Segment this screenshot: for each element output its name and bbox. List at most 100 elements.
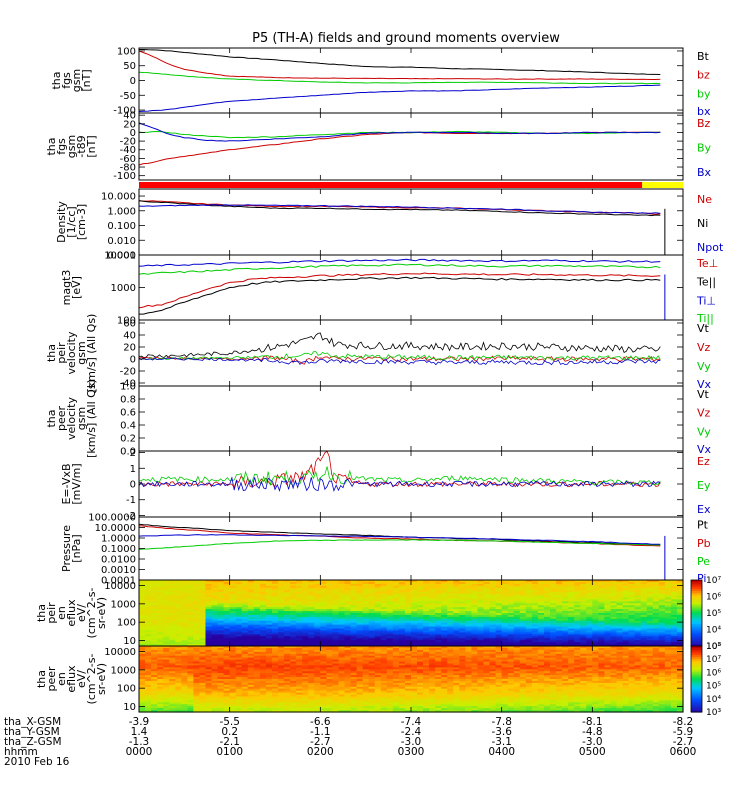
ylabel-line: gsm bbox=[65, 135, 78, 158]
footer-value: -1.3 bbox=[129, 736, 150, 748]
ytick-label: 0.0010 bbox=[101, 565, 136, 576]
panel-temperature: 10000 1000 100 magt3[eV] Te⊥ Te|| Ti⊥ Ti|| bbox=[60, 251, 718, 327]
chart-title: P5 (TH-A) fields and ground moments over… bbox=[252, 31, 560, 46]
legend-efield: Ez bbox=[697, 455, 710, 468]
ylabel-line: [nT] bbox=[80, 69, 93, 91]
legend-peer_velocity: Vz bbox=[697, 407, 711, 420]
ylabel-line: [1/cc] bbox=[65, 206, 78, 237]
ylabel-line: en bbox=[55, 606, 68, 620]
legend-density: Ne bbox=[697, 193, 712, 206]
ylabel-line: eflux bbox=[65, 599, 78, 627]
ylabel-line: (cm^2-s- bbox=[85, 654, 98, 705]
ytick-label: 1 bbox=[130, 464, 136, 475]
legend-fgs: by bbox=[697, 87, 711, 100]
ytick-label: 0.1000 bbox=[101, 544, 136, 555]
ytick-label: 100 bbox=[117, 618, 136, 629]
footer-value: 0.2 bbox=[221, 726, 238, 738]
ytick-label: 100.0000 bbox=[88, 513, 136, 524]
footer-value: 1.4 bbox=[131, 726, 148, 738]
ytick-label: -50 bbox=[120, 91, 136, 102]
ytick-label: 0.001 bbox=[107, 251, 136, 262]
series-fgs_t89-2 bbox=[138, 122, 661, 142]
series-pressure-3 bbox=[138, 534, 661, 545]
legend-peer_velocity: Vy bbox=[697, 425, 711, 438]
colorbar-tick-label: 10⁷ bbox=[706, 655, 721, 665]
legend-peir_velocity: Vy bbox=[697, 360, 711, 373]
ytick-label: 10.000 bbox=[101, 192, 136, 203]
ytick-label: 0.100 bbox=[107, 221, 136, 232]
colorbar-tick-label: 10⁴ bbox=[706, 695, 721, 705]
colorbar-tick-label: 10⁴ bbox=[706, 626, 721, 636]
ylabel-line: [mV/m] bbox=[70, 463, 83, 504]
ylabel-line: peir bbox=[55, 342, 68, 364]
footer-row-label: tha_Z-GSM bbox=[4, 736, 62, 748]
ylabel-line: Pressure bbox=[60, 525, 73, 572]
ylabel-density: Density[1/cc][cm-3] bbox=[55, 201, 88, 243]
footer-row-label: tha_X-GSM bbox=[4, 716, 61, 728]
ylabel-line: sr-eV) bbox=[95, 597, 108, 629]
legend-peir_velocity: Vz bbox=[697, 341, 711, 354]
footer-value: -3.0 bbox=[401, 736, 422, 748]
ylabel-line: E=-VxB bbox=[60, 463, 73, 504]
ylabel-line: velocity bbox=[65, 397, 78, 440]
colorbar-tick-label: 10³ bbox=[706, 642, 721, 652]
series-peir_velocity-3 bbox=[138, 357, 661, 366]
colorbar-peer_spec: 10⁸ 10⁷ 10⁶ 10⁵ 10⁴ 10³ bbox=[690, 642, 721, 718]
footer-value: -2.4 bbox=[401, 726, 422, 738]
ylabel-line: sr-eV) bbox=[95, 663, 108, 695]
heatmap-peir_spec bbox=[139, 580, 684, 647]
ylabel-line: [nT] bbox=[85, 135, 98, 157]
footer-date: 2010 Feb 16 bbox=[4, 756, 70, 768]
ylabel-line: tha bbox=[45, 344, 58, 362]
ytick-label: 10000 bbox=[104, 647, 136, 658]
panel-peer_velocity: 1.0 0.8 0.6 0.4 0.2 0.0 thapeervelocitygsm[km/… bbox=[45, 379, 712, 458]
legend-peir_velocity: Vx bbox=[697, 378, 712, 391]
frame-pressure bbox=[138, 516, 684, 581]
ylabel-line: tha bbox=[45, 409, 58, 427]
colorbar-tick-label: 10⁵ bbox=[706, 609, 721, 619]
ytick-label: -100 bbox=[113, 106, 136, 117]
ylabel-line: (cm^2-s- bbox=[85, 588, 98, 639]
legend-peer_velocity: Vx bbox=[697, 443, 712, 456]
ytick-label: 1.0 bbox=[120, 382, 136, 393]
heatmap-peer_spec bbox=[139, 646, 684, 713]
ylabel-line: tha bbox=[50, 71, 63, 89]
footer-value: 0300 bbox=[398, 746, 425, 758]
ytick-label: 100 bbox=[117, 316, 136, 327]
colorbar-tick-label: 10⁷ bbox=[706, 576, 721, 586]
ylabel-temperature: magt3[eV] bbox=[60, 270, 83, 306]
ylabel-line: tha bbox=[35, 604, 48, 622]
colorbar-tick-label: 10³ bbox=[706, 708, 721, 718]
colorbar-tick-label: 10⁶ bbox=[706, 668, 721, 678]
legend-pressure: Pb bbox=[697, 537, 711, 550]
ytick-label: 20 bbox=[123, 119, 136, 130]
panel-peir_spec: 10⁷ 10⁶ 10⁵ 10⁴ 10³ 10000 1000 100 10 thapeirenef… bbox=[35, 576, 721, 652]
series-temperature-3 bbox=[138, 263, 661, 275]
frame-density bbox=[138, 188, 684, 256]
legend-peir_velocity: Vt bbox=[697, 322, 710, 335]
ytick-label: -40 bbox=[120, 379, 136, 390]
ytick-label: -20 bbox=[120, 367, 136, 378]
footer-value: -7.8 bbox=[491, 716, 512, 728]
legend-pressure: Pt bbox=[697, 519, 709, 532]
footer-value: -3.0 bbox=[582, 736, 603, 748]
footer-value: -1.1 bbox=[310, 726, 331, 738]
footer-value: -3.9 bbox=[129, 716, 150, 728]
footer-value: -3.6 bbox=[491, 726, 512, 738]
footer-value: 0500 bbox=[579, 746, 606, 758]
ylabel-line: [cm-3] bbox=[75, 204, 88, 240]
ytick-label: -40 bbox=[120, 145, 136, 156]
frame-peer_velocity bbox=[138, 385, 684, 452]
ytick-label: 0 bbox=[130, 128, 136, 139]
ylabel-line: velocity bbox=[65, 331, 78, 374]
frame-fgs_t89 bbox=[138, 112, 684, 181]
ytick-label: 0 bbox=[130, 355, 136, 366]
ylabel-line: gsm bbox=[75, 407, 88, 430]
